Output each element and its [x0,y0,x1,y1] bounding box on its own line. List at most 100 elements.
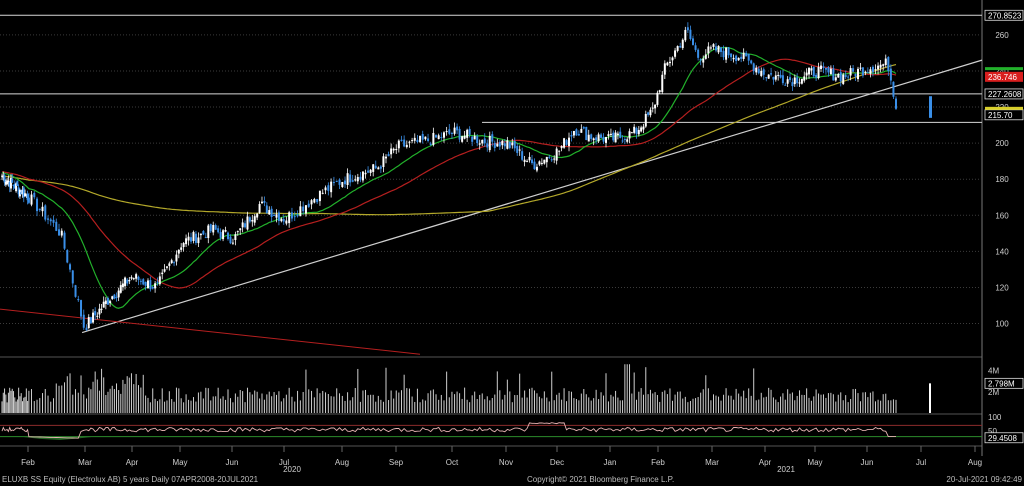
candle-body [432,132,435,145]
candle-body [338,179,341,185]
candle-body [730,53,733,58]
candle-body [879,64,882,68]
candle-body [808,68,811,75]
candle-body [151,286,154,289]
candle-body [182,243,185,248]
candle-body [765,77,768,79]
candle-body [94,311,97,316]
candle-body [128,279,131,282]
candle-body [498,142,501,147]
candle-body [607,134,610,137]
candle-body [508,141,511,148]
candle-body [18,189,21,197]
candle-body [427,138,430,142]
candle-body [106,297,109,305]
candle-body [121,283,124,288]
candle-body [750,60,753,64]
candle-body [614,132,617,143]
candle-body [854,73,857,77]
price-marker-label: 215.70 [988,111,1013,120]
candle-body [379,166,382,169]
candle-body [139,280,142,282]
candle-body [324,187,327,191]
candle-body [248,217,251,222]
candle-body [26,193,29,201]
candle-body [372,164,375,172]
month-tick-label: Jul [916,458,926,467]
price-tick-label: 180 [995,175,1009,184]
rsi-oversold-fill [20,436,95,440]
candle-body [293,216,296,218]
candle-body [779,74,782,78]
month-tick-label: Mar [78,458,92,467]
candle-body [397,140,400,149]
candle-body [227,232,230,240]
candle-body [486,143,489,148]
candle-body [440,136,443,138]
candle-body [256,213,259,218]
candle-body [100,308,103,310]
candle-body [3,175,6,183]
candle-body [774,75,777,80]
candle-body [471,136,474,142]
candle-body [15,183,18,192]
candle-body [219,232,222,238]
candle-body [4,181,7,185]
candle-body [871,66,874,73]
candle-body [253,216,256,223]
candle-body [98,308,101,315]
candle-body [528,156,531,161]
candle-body [712,44,715,47]
candle-body [187,236,190,241]
moving-average-line [1,64,897,216]
candle-body [429,143,432,146]
candle-body [74,285,77,297]
candle-body [595,137,598,141]
candle-body [89,317,92,324]
candle-body [735,55,738,61]
candle-body [229,236,232,244]
candle-body [654,104,657,109]
candle-body [844,74,847,78]
candle-body [466,129,469,138]
price-tick-label: 140 [995,247,1009,256]
candle-body [156,281,159,283]
candle-body [374,165,377,169]
candle-body [630,132,633,134]
rsi-marker-label: 29.4508 [988,434,1017,443]
candle-body [20,192,23,195]
candle-body [310,200,313,205]
month-tick-label: Aug [968,458,982,467]
candle-body [815,74,818,78]
candle-body [461,136,464,142]
candle-body [6,180,9,185]
candle-body [63,232,66,249]
candle-body [803,76,806,81]
candle-body [411,140,414,142]
candle-body [359,176,362,180]
candle-body [126,279,129,284]
candle-body [777,74,780,76]
month-tick-label: Jun [861,458,874,467]
candle-body [85,327,88,331]
candle-body [16,180,19,186]
volume-marker [984,377,1024,389]
candle-body [177,249,180,254]
candle-body [656,92,659,105]
candle-body [30,194,33,205]
candle-body [12,184,15,186]
candle-body [408,141,411,143]
candle-body [11,178,14,183]
candle-body [824,68,827,70]
candle-body [545,156,548,163]
candle-body [192,231,195,241]
candle-body [619,131,622,138]
candle-body [241,222,244,228]
candle-body [866,72,869,74]
price-marker-label: 236.746 [988,73,1017,82]
candle-body [453,127,456,134]
candle-body [560,146,563,149]
candle-body [476,136,479,144]
candle-body [280,218,283,222]
candle-body [142,279,145,285]
